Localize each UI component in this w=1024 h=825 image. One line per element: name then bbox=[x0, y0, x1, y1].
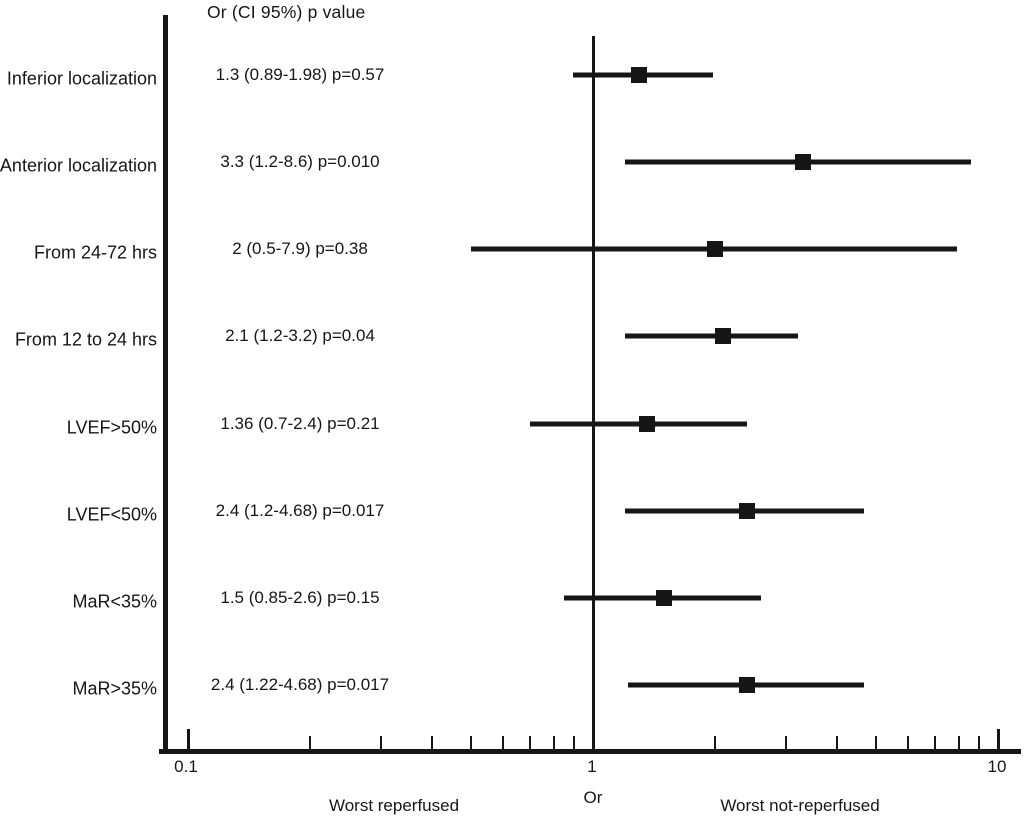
or-ci-p-column-header: Or (CI 95%) p value bbox=[207, 2, 366, 22]
x-axis-minor-tick bbox=[552, 736, 555, 749]
x-axis-minor-tick bbox=[957, 736, 960, 749]
x-axis-minor-tick bbox=[573, 736, 576, 749]
point-estimate-marker bbox=[656, 590, 673, 606]
direction-label-worst-not-reperfused: Worst not-reperfused bbox=[720, 796, 880, 815]
or-ci-p-value-text: 1.36 (0.7-2.4) p=0.21 bbox=[220, 414, 380, 433]
y-axis-spine bbox=[163, 15, 168, 753]
row-label: LVEF<50% bbox=[66, 504, 157, 525]
reference-line-or-1 bbox=[592, 36, 595, 750]
point-estimate-marker bbox=[738, 677, 755, 693]
or-ci-p-value-text: 2.1 (1.2-3.2) p=0.04 bbox=[225, 326, 375, 345]
or-ci-p-value-text: 2.4 (1.22-4.68) p=0.017 bbox=[210, 675, 390, 694]
row-label: Anterior localization bbox=[0, 155, 157, 176]
or-ci-p-value-text: 2.4 (1.2-4.68) p=0.017 bbox=[215, 501, 385, 520]
point-estimate-marker bbox=[738, 503, 755, 519]
point-estimate-marker bbox=[706, 241, 723, 257]
point-estimate-marker bbox=[715, 328, 732, 344]
x-axis-major-tick bbox=[186, 729, 190, 749]
or-ci-p-value-text: 2 (0.5-7.9) p=0.38 bbox=[232, 239, 368, 258]
x-axis-minor-tick bbox=[713, 736, 716, 749]
confidence-interval-line bbox=[530, 421, 747, 427]
or-ci-p-value-text: 1.5 (0.85-2.6) p=0.15 bbox=[220, 588, 380, 607]
point-estimate-marker bbox=[794, 154, 811, 170]
or-ci-p-value-text: 1.3 (0.89-1.98) p=0.57 bbox=[215, 65, 385, 84]
x-axis-minor-tick bbox=[470, 736, 473, 749]
x-axis-minor-tick bbox=[934, 736, 937, 749]
row-label: From 12 to 24 hrs bbox=[14, 329, 157, 350]
x-axis-minor-tick bbox=[430, 736, 433, 749]
row-label: MaR>35% bbox=[72, 678, 157, 699]
direction-label-worst-reperfused: Worst reperfused bbox=[328, 796, 460, 815]
x-tick-label-10: 10 bbox=[987, 757, 1007, 776]
x-axis-minor-tick bbox=[785, 736, 788, 749]
x-axis-minor-tick bbox=[875, 736, 878, 749]
x-axis-minor-tick bbox=[907, 736, 910, 749]
row-label: LVEF>50% bbox=[66, 417, 157, 438]
x-axis-minor-tick bbox=[978, 736, 981, 749]
x-axis-line bbox=[159, 749, 1021, 754]
point-estimate-marker bbox=[631, 67, 648, 83]
x-tick-label-1: 1 bbox=[587, 757, 597, 776]
x-axis-minor-tick bbox=[529, 736, 532, 749]
x-axis-minor-tick bbox=[835, 736, 838, 749]
row-label: From 24-72 hrs bbox=[33, 242, 157, 263]
row-label: MaR<35% bbox=[72, 591, 157, 612]
x-axis-minor-tick bbox=[380, 736, 383, 749]
or-ci-p-value-text: 3.3 (1.2-8.6) p=0.010 bbox=[220, 152, 380, 171]
x-axis-title-or: Or bbox=[583, 788, 603, 807]
row-label: Inferior localization bbox=[6, 68, 157, 89]
x-axis-minor-tick bbox=[502, 736, 505, 749]
x-axis-major-tick bbox=[591, 729, 595, 749]
confidence-interval-line bbox=[625, 333, 798, 339]
x-axis-major-tick bbox=[996, 729, 1000, 749]
x-axis-minor-tick bbox=[308, 736, 311, 749]
point-estimate-marker bbox=[639, 416, 656, 432]
x-tick-label-0-1: 0.1 bbox=[174, 757, 198, 776]
